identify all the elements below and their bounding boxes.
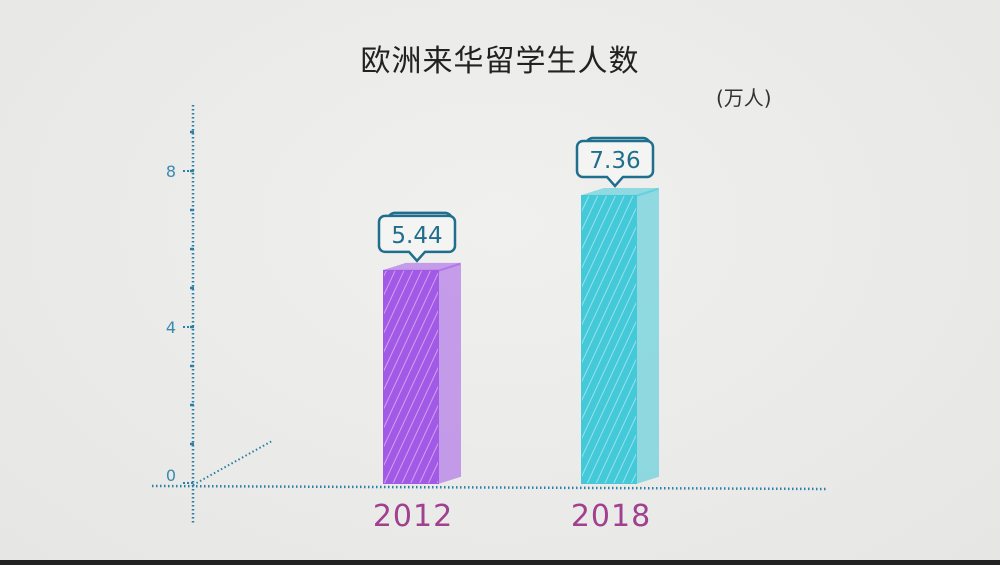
y-tick-label: 0: [166, 466, 176, 485]
x-category-label: 2012: [373, 499, 453, 534]
bar-side: [437, 262, 461, 485]
depth-axis: [192, 440, 273, 486]
bar-hatch: [582, 195, 636, 483]
chart-title: 欧洲来华留学生人数: [360, 44, 640, 79]
data-label: 5.44: [391, 223, 442, 249]
bottom-border: [0, 560, 1000, 565]
bar-side: [635, 187, 659, 485]
data-label-bubble: [575, 139, 655, 188]
data-label: 7.36: [589, 148, 640, 174]
unit-label: (万人): [716, 86, 772, 110]
data-label-bubble: [377, 214, 457, 263]
y-tick-label: 4: [166, 318, 176, 337]
y-tick-label: 8: [166, 162, 176, 181]
x-axis: [151, 484, 829, 491]
x-category-label: 2018: [571, 499, 651, 534]
bar-hatch: [384, 270, 438, 483]
